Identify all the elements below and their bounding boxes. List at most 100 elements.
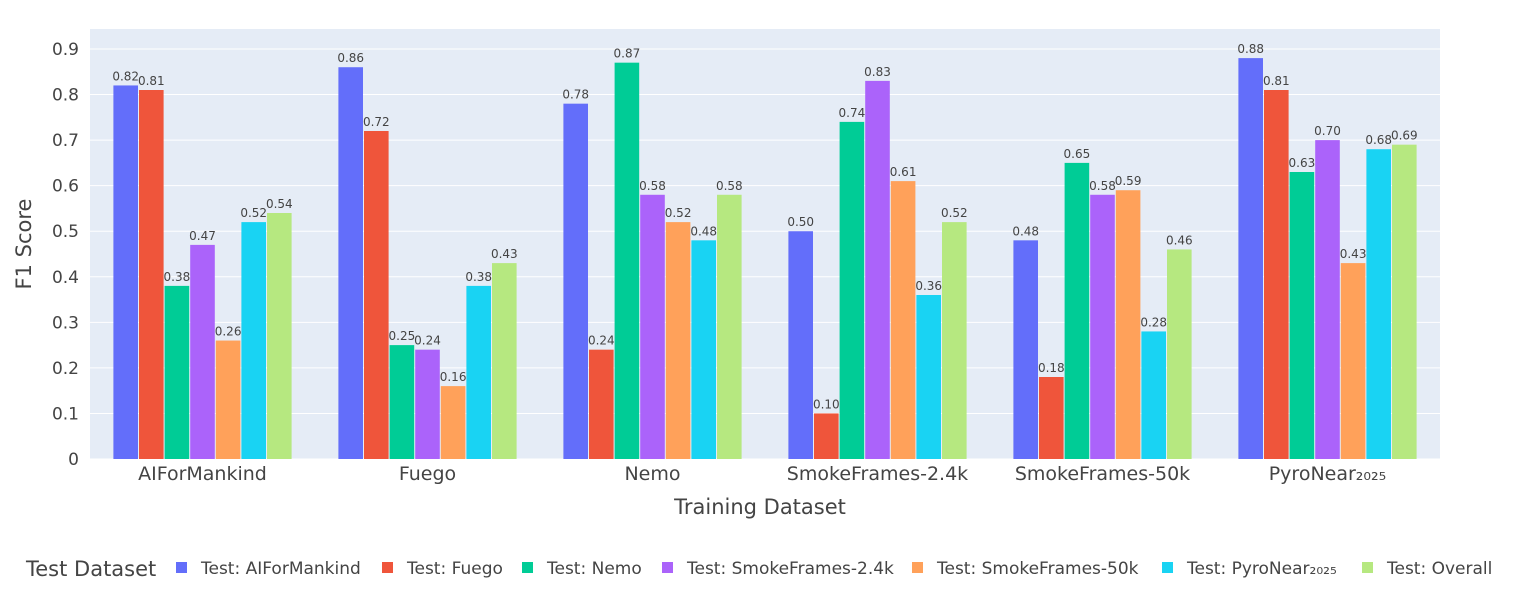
bar-value-label: 0.88 xyxy=(1237,42,1264,56)
x-category-label: AIForMankind xyxy=(138,463,267,485)
legend-label: Test: SmokeFrames-2.4k xyxy=(686,559,894,579)
bar-value-label: 0.82 xyxy=(112,69,139,83)
bar-value-label: 0.58 xyxy=(1089,179,1116,193)
legend-swatch xyxy=(176,562,187,573)
y-tick-label: 0.5 xyxy=(52,222,79,242)
y-tick-label: 0.8 xyxy=(52,86,79,106)
bar xyxy=(241,222,266,459)
y-tick-label: 0.9 xyxy=(52,40,79,60)
legend-swatch xyxy=(912,562,923,573)
bar xyxy=(466,285,491,459)
bar-value-label: 0.26 xyxy=(215,325,242,339)
bar xyxy=(1167,249,1192,459)
x-category-label: Nemo xyxy=(624,463,680,485)
y-axis-ticks: 0 0.1 0.2 0.3 0.4 0.5 0.6 0.7 0.8 0.9 xyxy=(52,40,79,470)
plot-background xyxy=(90,29,1440,459)
bar xyxy=(1064,162,1090,459)
bar xyxy=(1115,190,1141,459)
bar xyxy=(1315,140,1340,459)
bar-value-label: 0.63 xyxy=(1289,156,1316,170)
bar-value-label: 0.28 xyxy=(1140,315,1167,329)
x-category-label: PyroNear₂₀₂₅ xyxy=(1269,463,1387,485)
legend-label: Test: Nemo xyxy=(546,559,642,579)
bar-value-label: 0.18 xyxy=(1038,361,1065,375)
legend-item: Test: Overall xyxy=(1362,559,1492,579)
bar xyxy=(164,285,190,459)
bars xyxy=(113,58,1417,460)
bar-value-label: 0.52 xyxy=(240,206,267,220)
bar-value-label: 0.59 xyxy=(1115,174,1142,188)
x-category-label: SmokeFrames-2.4k xyxy=(787,463,968,485)
bar xyxy=(440,386,466,459)
bar xyxy=(916,295,941,459)
bar xyxy=(1238,58,1263,459)
bar xyxy=(139,90,164,459)
legend-label: Test: AIForMankind xyxy=(200,559,361,579)
bar-value-label: 0.58 xyxy=(716,179,743,193)
legend-swatch xyxy=(382,562,393,573)
bar-value-label: 0.10 xyxy=(813,397,840,411)
bar xyxy=(1366,149,1391,459)
legend-label: Test: Overall xyxy=(1386,559,1492,579)
legend-swatch xyxy=(1162,562,1173,573)
bar xyxy=(1013,240,1038,459)
bar xyxy=(338,67,363,459)
bar-value-label: 0.52 xyxy=(665,206,692,220)
bar-value-label: 0.48 xyxy=(1012,224,1039,238)
bar-value-label: 0.86 xyxy=(337,51,364,65)
bar-value-label: 0.48 xyxy=(690,224,717,238)
legend-item: Test: SmokeFrames-2.4k xyxy=(662,559,894,579)
bar xyxy=(1264,90,1289,459)
bar xyxy=(814,413,839,459)
legend-swatch xyxy=(662,562,673,573)
y-tick-label: 0 xyxy=(68,450,79,470)
bar xyxy=(942,222,967,459)
legend-label: Test: Fuego xyxy=(406,559,503,579)
bar-value-label: 0.70 xyxy=(1314,124,1341,138)
bar xyxy=(267,213,292,459)
bar xyxy=(865,80,890,459)
bar-value-label: 0.47 xyxy=(189,229,216,243)
bar xyxy=(215,340,241,459)
legend-item: Test: Fuego xyxy=(382,559,503,579)
y-tick-label: 0.1 xyxy=(52,404,79,424)
bar-value-label: 0.69 xyxy=(1391,129,1418,143)
legend-item: Test: SmokeFrames-50k xyxy=(912,559,1139,579)
bar-value-label: 0.46 xyxy=(1166,233,1193,247)
bar-value-label: 0.24 xyxy=(414,334,441,348)
x-category-label: Fuego xyxy=(399,463,456,485)
bar xyxy=(614,62,640,460)
bar-value-label: 0.16 xyxy=(440,370,467,384)
bar-value-label: 0.52 xyxy=(941,206,968,220)
legend-label: Test: PyroNear₂₀₂₅ xyxy=(1186,559,1337,579)
legend-title: Test Dataset xyxy=(25,557,156,581)
bar-value-label: 0.87 xyxy=(614,47,641,61)
bar-value-label: 0.54 xyxy=(266,197,293,211)
bar-value-label: 0.25 xyxy=(389,329,416,343)
data-labels: 0.820.810.380.470.260.520.540.860.720.25… xyxy=(112,42,1417,411)
bar xyxy=(113,85,138,459)
bar xyxy=(640,194,665,459)
bar-value-label: 0.43 xyxy=(1340,247,1367,261)
bar-value-label: 0.43 xyxy=(491,247,518,261)
bar-value-label: 0.58 xyxy=(639,179,666,193)
x-axis-title: Training Dataset xyxy=(673,495,846,519)
bar xyxy=(415,349,440,459)
legend-swatch xyxy=(1362,562,1373,573)
bar xyxy=(1289,172,1315,459)
bar xyxy=(717,194,742,459)
bar xyxy=(691,240,716,459)
legend-item: Test: Nemo xyxy=(522,559,642,579)
bar-value-label: 0.38 xyxy=(164,270,191,284)
legend-label: Test: SmokeFrames-50k xyxy=(936,559,1139,579)
legend-swatch xyxy=(522,562,533,573)
bar xyxy=(890,181,916,459)
bar xyxy=(665,222,691,459)
bar xyxy=(1392,144,1417,459)
bar xyxy=(839,121,865,459)
bar-value-label: 0.50 xyxy=(787,215,814,229)
bar-value-label: 0.81 xyxy=(1263,74,1290,88)
bar xyxy=(788,231,813,459)
legend-item: Test: PyroNear₂₀₂₅ xyxy=(1162,559,1337,579)
